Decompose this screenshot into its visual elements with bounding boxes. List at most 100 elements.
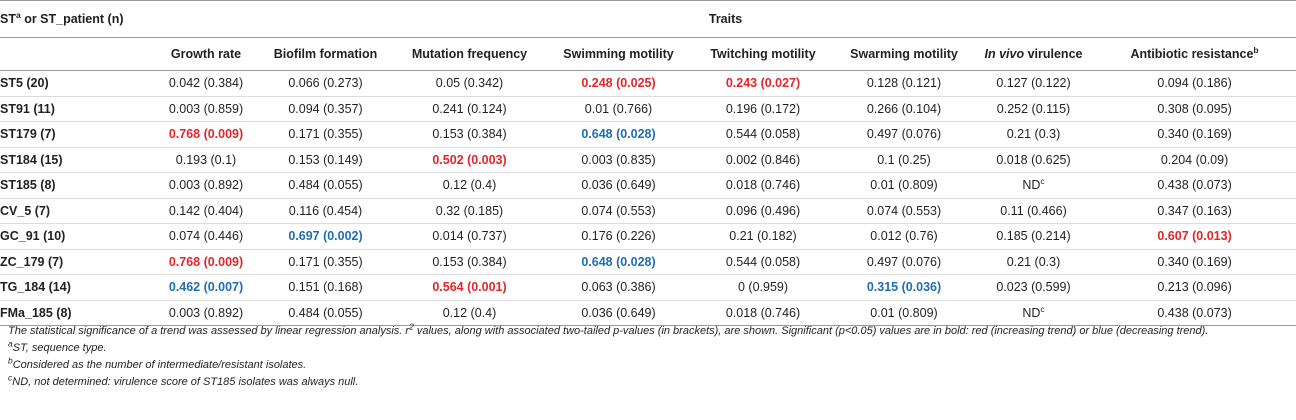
column-header-row: Growth rate Biofilm formation Mutation fre… [0,37,1296,71]
table-cell: 0.096 (0.496) [692,197,834,224]
table-cell: 0.768 (0.009) [155,248,257,275]
table-cell: 0.01 (0.809) [834,299,974,326]
table-cell: 0.014 (0.737) [394,223,545,249]
table-cell: 0.21 (0.182) [692,223,834,249]
column-header: Swarming motility [834,37,974,71]
empty-header-cell [0,37,155,71]
column-header: Growth rate [155,37,257,71]
table-cell: 0.074 (0.446) [155,223,257,249]
table-cell: 0.003 (0.892) [155,172,257,198]
table-cell: 0.036 (0.649) [545,172,692,198]
table-cell: 0.142 (0.404) [155,197,257,224]
table-cell: 0.484 (0.055) [257,299,394,326]
table-cell: 0.185 (0.214) [974,223,1093,249]
table-cell: 0.018 (0.746) [692,299,834,326]
table-cell: 0.12 (0.4) [394,172,545,198]
table-cell: 0.023 (0.599) [974,274,1093,300]
table-cell: 0.01 (0.809) [834,172,974,198]
first-column-header: STa or ST_patient (n) [0,0,155,38]
table-cell: 0.768 (0.009) [155,121,257,147]
first-column-header-rest: or ST_patient (n) [20,12,124,26]
table-cell: 0.012 (0.76) [834,223,974,249]
table-cell: 0.153 (0.384) [394,121,545,147]
table-cell: 0.340 (0.169) [1093,248,1296,275]
footnote: bConsidered as the number of intermediat… [8,355,307,371]
footnote: aST, sequence type. [8,338,107,354]
table-row: ST5 (20) 0.042 (0.384) 0.066 (0.273) 0.05 (… [0,70,1296,96]
table-cell: 0.127 (0.122) [974,70,1093,96]
table-cell: 0.544 (0.058) [692,248,834,275]
table-cell: 0.564 (0.001) [394,274,545,300]
table-cell: 0.648 (0.028) [545,121,692,147]
column-header: Twitching motility [692,37,834,71]
table-cell: 0.171 (0.355) [257,121,394,147]
table-cell: 0.438 (0.073) [1093,172,1296,198]
table-cell: 0.32 (0.185) [394,197,545,224]
column-header: Mutation frequency [394,37,545,71]
table-cell: 0.074 (0.553) [545,197,692,224]
table-cell: 0.002 (0.846) [692,146,834,173]
traits-group-header: Traits [155,0,1296,38]
table-cell: 0.697 (0.002) [257,223,394,249]
table-cell: 0.648 (0.028) [545,248,692,275]
table-cell: 0.036 (0.649) [545,299,692,326]
table-cell: NDc [974,172,1093,198]
table-cell: 0.153 (0.384) [394,248,545,275]
row-label: TG_184 (14) [0,274,155,300]
table-row: ST185 (8) 0.003 (0.892) 0.484 (0.055) 0.12 … [0,172,1296,198]
row-label: ST91 (11) [0,95,155,122]
table-row: ST91 (11) 0.003 (0.859) 0.094 (0.357) 0.241… [0,95,1296,122]
table-row: FMa_185 (8) 0.003 (0.892) 0.484 (0.055) 0.1… [0,299,1296,326]
table-cell: 0 (0.959) [692,274,834,300]
first-column-header-main: ST [0,12,16,26]
table-cell: 0.204 (0.09) [1093,146,1296,173]
table-cell: 0.193 (0.1) [155,146,257,173]
table-cell: 0.21 (0.3) [974,248,1093,275]
table-cell: 0.074 (0.553) [834,197,974,224]
row-label: CV_5 (7) [0,197,155,224]
footnote: cND, not determined: virulence score of … [8,372,359,388]
table-cell: 0.042 (0.384) [155,70,257,96]
table-row: ST179 (7) 0.768 (0.009) 0.171 (0.355) 0.153… [0,121,1296,147]
table-cell: 0.607 (0.013) [1093,223,1296,249]
table-cell: 0.1 (0.25) [834,146,974,173]
table-cell: 0.497 (0.076) [834,248,974,275]
row-label: FMa_185 (8) [0,299,155,326]
column-header: Biofilm formation [257,37,394,71]
footnote-mark: a [15,9,21,20]
table-row: TG_184 (14) 0.462 (0.007) 0.151 (0.168) 0.5… [0,274,1296,300]
table-cell: 0.243 (0.027) [692,70,834,96]
table-cell: 0.308 (0.095) [1093,95,1296,122]
table-cell: 0.153 (0.149) [257,146,394,173]
table-cell: 0.003 (0.835) [545,146,692,173]
table-cell: 0.315 (0.036) [834,274,974,300]
table-cell: 0.11 (0.466) [974,197,1093,224]
table-notes: The statistical significance of a trend … [8,322,1288,392]
table-cell: 0.502 (0.003) [394,146,545,173]
table-cell: 0.12 (0.4) [394,299,545,326]
table-cell: 0.347 (0.163) [1093,197,1296,224]
table-cell: 0.116 (0.454) [257,197,394,224]
table-cell: 0.266 (0.104) [834,95,974,122]
table-cell: 0.438 (0.073) [1093,299,1296,326]
data-table: STa or ST_patient (n) Traits Growth rate… [0,0,1296,326]
table-cell: 0.213 (0.096) [1093,274,1296,300]
table-body: ST5 (20) 0.042 (0.384) 0.066 (0.273) 0.05 (… [0,70,1296,326]
table-cell: 0.094 (0.186) [1093,70,1296,96]
table-cell: 0.05 (0.342) [394,70,545,96]
table-cell: 0.094 (0.357) [257,95,394,122]
table-row: ZC_179 (7) 0.768 (0.009) 0.171 (0.355) 0.15… [0,248,1296,275]
table-row: CV_5 (7) 0.142 (0.404) 0.116 (0.454) 0.32 (… [0,197,1296,224]
table-cell: 0.128 (0.121) [834,70,974,96]
table-cell: 0.21 (0.3) [974,121,1093,147]
table-cell: 0.340 (0.169) [1093,121,1296,147]
row-label: ST184 (15) [0,146,155,173]
table-cell: 0.497 (0.076) [834,121,974,147]
row-label: GC_91 (10) [0,223,155,249]
traits-label: Traits [708,12,743,26]
row-label: ST179 (7) [0,121,155,147]
table-row: GC_91 (10) 0.074 (0.446) 0.697 (0.002) 0.01… [0,223,1296,249]
header-group-row: STa or ST_patient (n) Traits [0,0,1296,38]
table-cell: 0.066 (0.273) [257,70,394,96]
column-header: In vivo virulence [974,37,1093,71]
